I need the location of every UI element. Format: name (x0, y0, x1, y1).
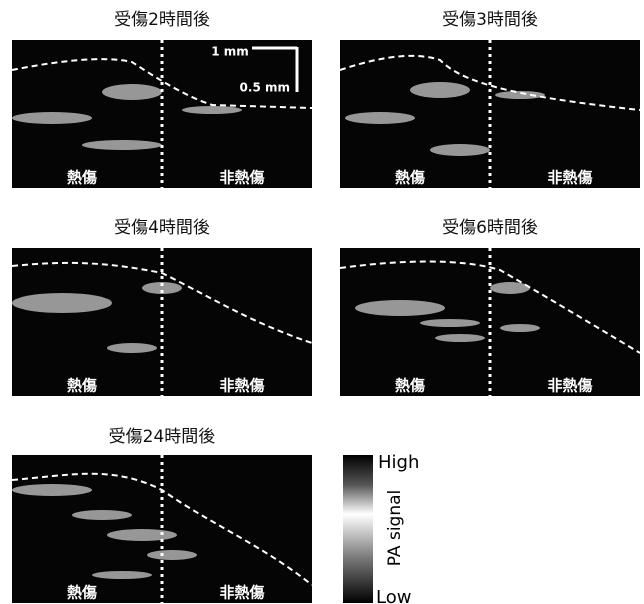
signal (92, 571, 152, 579)
signal (147, 550, 197, 560)
left-label: 熱傷 (67, 169, 97, 187)
signal (355, 300, 445, 316)
right-label: 非熱傷 (219, 169, 264, 187)
signal (420, 319, 480, 327)
panel-title: 受傷2時間後 (114, 10, 210, 30)
signal (102, 84, 162, 100)
left-label: 熱傷 (395, 377, 425, 395)
panel-title: 受傷4時間後 (114, 218, 210, 238)
left-label: 熱傷 (395, 169, 425, 187)
surface-line (339, 260, 641, 354)
image (12, 455, 312, 603)
right-label: 非熱傷 (219, 377, 264, 395)
signal (345, 112, 415, 124)
right-label: 非熱傷 (547, 377, 592, 395)
scale-label: 0.5 mm (240, 81, 290, 95)
colorbar-low: Low (376, 587, 411, 604)
signal (12, 293, 112, 313)
signal (500, 324, 540, 332)
panel-title: 受傷3時間後 (442, 10, 538, 30)
signal (12, 112, 92, 124)
signal (12, 484, 92, 496)
left-label: 熱傷 (67, 584, 97, 602)
signal (142, 282, 182, 294)
signal (435, 334, 485, 342)
signal (182, 106, 242, 114)
colorbar-high: High (378, 452, 419, 473)
signal (82, 140, 162, 150)
colorbar-label: PA signal (385, 490, 405, 566)
signal (495, 91, 545, 99)
surface-line (11, 58, 313, 109)
right-label: 非熱傷 (547, 169, 592, 187)
signal (410, 82, 470, 98)
signal (430, 144, 490, 156)
panel-title: 受傷6時間後 (442, 218, 538, 238)
signal (72, 510, 132, 520)
right-label: 非熱傷 (219, 584, 264, 602)
panel-title: 受傷24時間後 (109, 427, 216, 447)
left-label: 熱傷 (67, 377, 97, 395)
surface-line (11, 261, 313, 344)
scale-label: 1 mm (211, 45, 249, 59)
signal (490, 282, 530, 294)
colorbar (343, 455, 373, 603)
signal (107, 343, 157, 353)
signal (107, 529, 177, 541)
